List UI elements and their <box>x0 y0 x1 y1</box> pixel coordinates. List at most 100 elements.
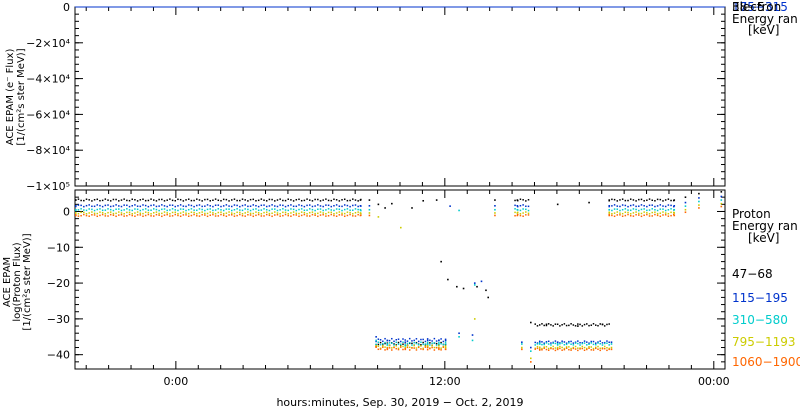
proton-data-point <box>646 199 648 202</box>
proton-data-point <box>556 348 559 350</box>
proton-data-point <box>616 211 619 213</box>
proton-data-point <box>139 199 142 201</box>
proton-data-point <box>163 208 166 210</box>
proton-data-point <box>333 204 335 207</box>
proton-data-point <box>400 343 402 346</box>
proton-data-point <box>646 213 648 216</box>
proton-data-point <box>606 340 608 342</box>
proton-data-point <box>673 208 676 211</box>
proton-data-point <box>375 343 377 346</box>
proton-data-point <box>322 205 324 208</box>
proton-data-point <box>287 209 289 212</box>
proton-data-point <box>300 211 303 213</box>
proton-data-point <box>654 211 656 213</box>
electron-ytick-label: 0 <box>63 1 70 14</box>
proton-data-point <box>131 212 133 215</box>
proton-data-point <box>187 212 190 215</box>
proton-data-point <box>303 211 306 214</box>
proton-data-point <box>360 209 362 212</box>
proton-data-point <box>268 214 271 217</box>
proton-data-point <box>638 214 640 216</box>
x-tick-label: 0:00 <box>164 375 189 388</box>
proton-data-point <box>619 199 621 201</box>
proton-data-point <box>597 341 599 343</box>
proton-data-point <box>193 213 195 216</box>
proton-data-point <box>104 213 107 215</box>
proton-data-point <box>525 208 527 211</box>
proton-data-point <box>193 211 195 214</box>
proton-data-point <box>263 208 265 210</box>
proton-data-point <box>590 349 593 351</box>
proton-data-point <box>80 211 82 214</box>
proton-data-point <box>673 205 675 208</box>
proton-data-point <box>640 212 643 215</box>
proton-data-point <box>169 198 171 200</box>
proton-data-point <box>298 212 300 215</box>
proton-data-point <box>426 339 429 342</box>
proton-data-point <box>684 205 687 207</box>
proton-data-point <box>393 346 395 349</box>
proton-data-point <box>252 215 255 218</box>
proton-data-point <box>538 346 541 349</box>
proton-data-point <box>667 215 670 217</box>
proton-data-point <box>422 199 425 202</box>
proton-legend-energy-range: Energy ran <box>732 219 798 233</box>
proton-data-point <box>136 214 139 216</box>
proton-data-point <box>311 211 314 213</box>
proton-data-point <box>572 324 575 326</box>
proton-data-point <box>274 200 276 202</box>
proton-data-point <box>112 209 115 212</box>
proton-data-point <box>284 211 287 214</box>
proton-data-point <box>667 212 670 215</box>
x-tick-label: 12:00 <box>429 375 461 388</box>
proton-data-point <box>519 198 522 200</box>
proton-data-point <box>611 214 613 217</box>
proton-data-point <box>388 347 391 349</box>
proton-data-point <box>115 215 117 218</box>
proton-data-point <box>287 213 289 215</box>
proton-data-point <box>720 191 723 193</box>
proton-data-point <box>274 214 276 216</box>
proton-data-point <box>161 215 163 218</box>
proton-data-point <box>236 204 238 207</box>
proton-data-point <box>581 325 584 327</box>
proton-data-point <box>391 337 393 340</box>
proton-data-point <box>282 211 284 214</box>
proton-data-point <box>201 205 203 208</box>
proton-data-point <box>384 342 386 345</box>
proton-data-point <box>298 198 300 201</box>
proton-data-point <box>306 204 308 207</box>
proton-data-point <box>643 205 645 207</box>
proton-data-point <box>134 208 136 210</box>
proton-data-point <box>541 349 543 351</box>
proton-data-point <box>556 341 559 344</box>
proton-data-point <box>75 208 77 211</box>
proton-data-point <box>438 339 440 341</box>
electron-ytick-label: −4×10⁴ <box>26 73 70 86</box>
proton-data-point <box>438 343 440 345</box>
proton-data-point <box>359 208 362 211</box>
proton-data-point <box>244 204 246 206</box>
proton-data-point <box>271 215 273 218</box>
proton-data-point <box>627 213 629 216</box>
proton-data-point <box>303 199 306 202</box>
proton-data-point <box>171 211 174 214</box>
proton-data-point <box>155 211 158 213</box>
proton-data-point <box>85 198 88 200</box>
proton-data-point <box>673 213 675 216</box>
proton-data-point <box>346 211 349 213</box>
proton-data-point <box>638 209 640 212</box>
proton-data-point <box>155 213 158 216</box>
proton-data-point <box>77 215 80 217</box>
proton-data-point <box>603 345 606 348</box>
proton-data-point <box>395 347 398 350</box>
proton-data-point <box>179 212 182 214</box>
proton-data-point <box>209 208 211 210</box>
proton-data-point <box>153 215 155 217</box>
proton-data-point <box>522 215 524 217</box>
proton-data-point <box>621 215 624 217</box>
proton-data-point <box>603 325 606 327</box>
proton-data-point <box>667 209 670 211</box>
proton-data-point <box>198 215 201 217</box>
proton-data-point <box>619 214 621 216</box>
